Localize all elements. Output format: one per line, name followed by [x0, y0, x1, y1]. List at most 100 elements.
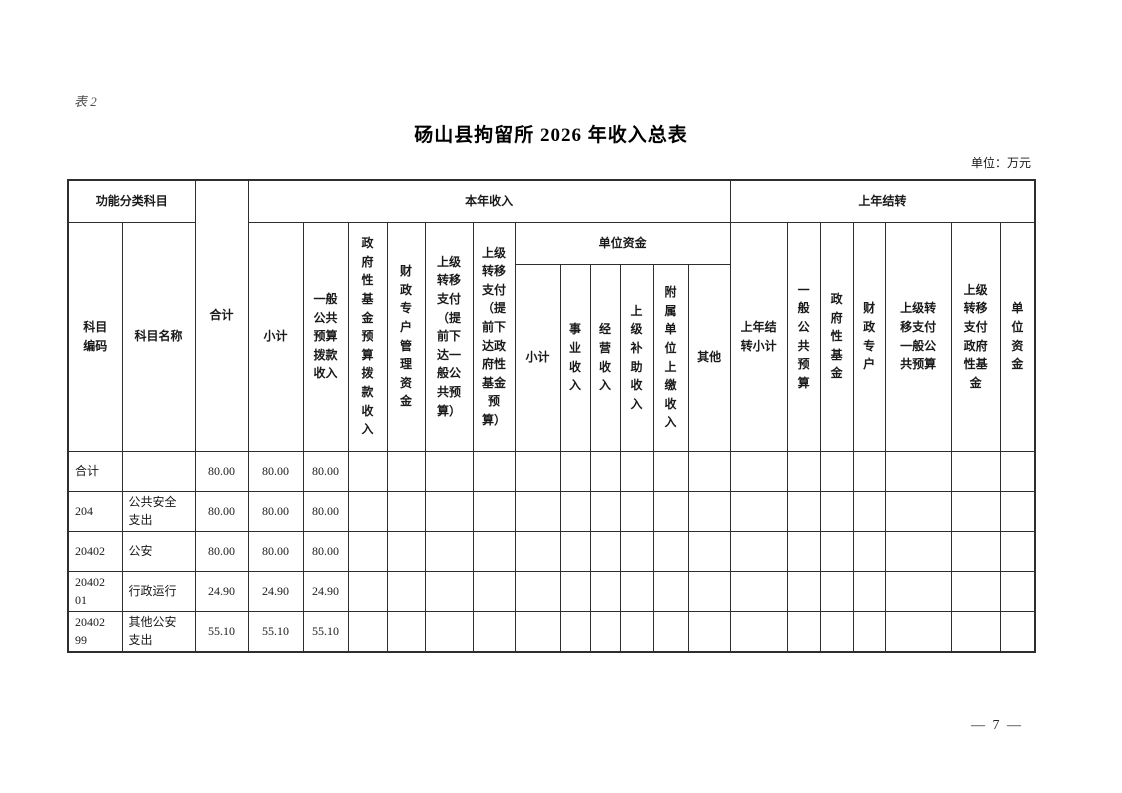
value-cell [619, 490, 654, 532]
value-cell [619, 450, 654, 492]
value-cell [786, 610, 821, 653]
value-cell [729, 610, 788, 653]
value-cell [819, 610, 854, 653]
value-cell [652, 490, 689, 532]
header-uf-affiliated-unit-income: 附 属 单 位 上 缴 收 入 [652, 263, 689, 452]
value-cell [514, 610, 561, 653]
value-cell [786, 450, 821, 492]
value-cell [559, 610, 591, 653]
subject-name-cell: 行政运行 [121, 570, 196, 612]
value-cell [687, 570, 731, 612]
value-cell [884, 610, 952, 653]
value-cell [386, 530, 426, 572]
value-cell [729, 450, 788, 492]
header-uf-other: 其他 [687, 263, 731, 452]
value-cell [999, 490, 1036, 532]
value-cell [347, 490, 388, 532]
value-cell [687, 530, 731, 572]
value-cell [619, 530, 654, 572]
value-cell [729, 570, 788, 612]
table-row: 20402 公安 80.00 80.00 80.00 [67, 530, 1036, 572]
header-co-unit-funds: 单 位 资 金 [999, 221, 1036, 452]
header-co-transfer-general: 上级转 移支付 一般公 共预算 [884, 221, 952, 452]
value-cell [884, 570, 952, 612]
value-cell: 24.90 [302, 570, 349, 612]
page-number: — 7 — [971, 718, 1023, 733]
value-cell [424, 490, 474, 532]
value-cell [589, 570, 621, 612]
value-cell [687, 450, 731, 492]
table-row: 204 公共安全 支出 80.00 80.00 80.00 [67, 490, 1036, 532]
value-cell [819, 530, 854, 572]
value-cell: 55.10 [194, 610, 249, 653]
header-cy-transfer-fund: 上级 转移 支付 （提 前下 达政 府性 基金 预 算） [472, 221, 516, 452]
value-cell: 80.00 [247, 490, 304, 532]
table-label: 表 2 [74, 94, 97, 109]
value-cell [852, 490, 886, 532]
header-co-transfer-fund: 上级 转移 支付 政府 性基 金 [950, 221, 1001, 452]
value-cell [559, 570, 591, 612]
subject-name-cell: 其他公安 支出 [121, 610, 196, 653]
value-cell [819, 490, 854, 532]
value-cell [729, 490, 788, 532]
subject-code-cell: 204 [67, 490, 123, 532]
subject-code-cell: 20402 [67, 530, 123, 572]
value-cell: 55.10 [247, 610, 304, 653]
value-cell [852, 570, 886, 612]
value-cell [589, 450, 621, 492]
header-subject-code: 科目 编码 [67, 221, 123, 452]
value-cell [999, 570, 1036, 612]
header-uf-subtotal: 小计 [514, 263, 561, 452]
value-cell: 55.10 [302, 610, 349, 653]
value-cell [786, 530, 821, 572]
value-cell [819, 570, 854, 612]
value-cell [589, 610, 621, 653]
value-cell [589, 490, 621, 532]
page-title: 砀山县拘留所 2026 年收入总表 [414, 125, 688, 146]
value-cell: 80.00 [302, 530, 349, 572]
subject-code-cell: 20402 01 [67, 570, 123, 612]
value-cell [472, 490, 516, 532]
header-co-subtotal: 上年结 转小计 [729, 221, 788, 452]
revenue-summary-table: 功能分类科目 合计 本年收入 上年结转 科目 编码 科目名称 小计 一般 公共 … [67, 179, 1037, 654]
value-cell [386, 610, 426, 653]
value-cell [619, 610, 654, 653]
table-row: 20402 01 行政运行 24.90 24.90 24.90 [67, 570, 1036, 612]
header-total: 合计 [194, 179, 249, 452]
subject-name-cell [121, 450, 196, 492]
value-cell [347, 450, 388, 492]
value-cell [472, 450, 516, 492]
value-cell [852, 450, 886, 492]
header-co-fiscal-account: 财 政 专 户 [852, 221, 886, 452]
value-cell [589, 530, 621, 572]
header-row-groups: 功能分类科目 合计 本年收入 上年结转 [67, 179, 1036, 452]
value-cell [950, 490, 1001, 532]
header-cy-gov-fund-budget: 政 府 性 基 金 预 算 拨 款 收 入 [347, 221, 388, 452]
value-cell [514, 490, 561, 532]
value-cell: 24.90 [194, 570, 249, 612]
value-cell [652, 450, 689, 492]
value-cell [559, 490, 591, 532]
value-cell [514, 530, 561, 572]
value-cell [884, 530, 952, 572]
value-cell [950, 530, 1001, 572]
value-cell [652, 530, 689, 572]
value-cell [652, 610, 689, 653]
header-cy-subtotal: 小计 [247, 221, 304, 452]
table-row: 合计 80.00 80.00 80.00 [67, 450, 1036, 492]
header-cy-fiscal-account: 财 政 专 户 管 理 资 金 [386, 221, 426, 452]
value-cell [819, 450, 854, 492]
value-cell [559, 530, 591, 572]
header-row-columns: 科目 编码 科目名称 小计 一般 公共 预算 拨款 收入 政 府 性 基 金 预… [67, 221, 1036, 452]
header-co-gov-fund: 政 府 性 基 金 [819, 221, 854, 452]
value-cell [514, 570, 561, 612]
value-cell [559, 450, 591, 492]
value-cell [999, 610, 1036, 653]
value-cell [347, 530, 388, 572]
value-cell [424, 450, 474, 492]
subject-name-cell: 公共安全 支出 [121, 490, 196, 532]
header-carryover: 上年结转 [729, 179, 1036, 223]
value-cell [884, 490, 952, 532]
value-cell [386, 490, 426, 532]
value-cell: 80.00 [194, 530, 249, 572]
